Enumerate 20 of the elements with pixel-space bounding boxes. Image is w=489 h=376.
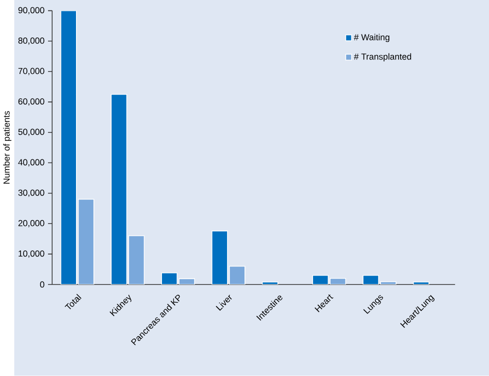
y-tick-label: 0: [40, 282, 44, 288]
bar: [312, 275, 328, 285]
bar: [128, 236, 145, 285]
y-tick-label: 60,000: [18, 98, 44, 106]
bar: [212, 230, 228, 285]
y-tick-label: 20,000: [18, 220, 44, 228]
bar: [60, 10, 77, 285]
y-tick-label: 70,000: [18, 68, 44, 76]
y-tick-label: 80,000: [18, 38, 44, 45]
y-axis-title: Number of patients: [3, 111, 12, 184]
y-tick-label: 10,000: [18, 250, 44, 258]
bar: [110, 94, 128, 285]
y-tick-label: 40,000: [18, 159, 44, 167]
y-tick-label: 90,000: [18, 7, 44, 14]
legend-label: # Transplanted: [354, 53, 412, 62]
bar: [78, 199, 94, 285]
y-tick-label: 50,000: [18, 128, 44, 136]
y-tick-label: 30,000: [18, 190, 44, 197]
bar: [229, 266, 246, 285]
legend-label: # Waiting: [354, 34, 390, 42]
